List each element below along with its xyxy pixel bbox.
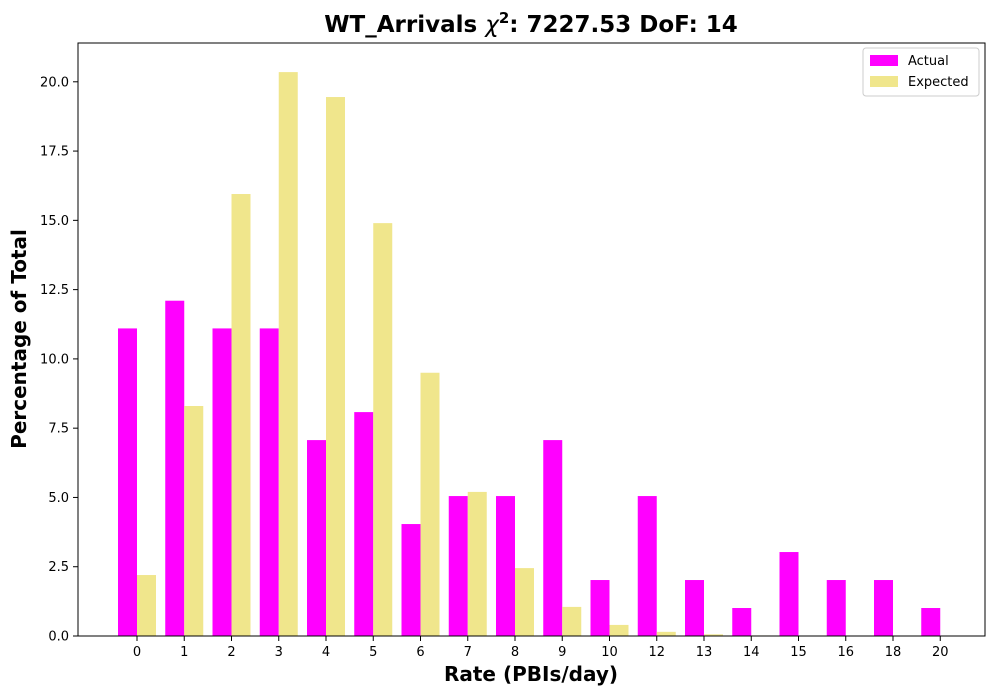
x-tick-label: 7 — [464, 645, 472, 660]
y-tick-label: 17.5 — [40, 145, 69, 160]
bar-actual-18 — [874, 580, 893, 636]
bar-expected-13 — [704, 634, 723, 636]
y-tick-label: 20.0 — [40, 75, 69, 90]
x-tick-label: 0 — [133, 645, 141, 660]
ticks-group: 0 1 2 3 4 5 6 7 8 9 10 12 13 14 15 16 18 200.02.55.07.510… — [40, 75, 948, 660]
y-tick-label: 7.5 — [48, 422, 69, 437]
bar-expected-4 — [326, 97, 345, 637]
bar-actual-4 — [307, 440, 326, 636]
x-axis-title: Rate (PBIs/day) — [444, 662, 618, 686]
x-tick-label: 5 — [369, 645, 377, 660]
x-tick-label: 16 — [837, 645, 854, 660]
bar-expected-10 — [609, 624, 629, 636]
bar-actual-5 — [354, 412, 374, 636]
bar-actual-2 — [212, 328, 232, 636]
x-tick-label: 20 — [932, 645, 949, 660]
legend-label-actual: Actual — [908, 54, 949, 69]
x-tick-label: 9 — [558, 645, 566, 660]
bar-expected-5 — [373, 223, 393, 636]
bar-expected-7 — [467, 491, 487, 636]
x-tick-label: 15 — [790, 645, 807, 660]
legend-swatch-actual — [870, 55, 898, 66]
bar-actual-1 — [165, 300, 185, 636]
bar-actual-15 — [779, 552, 799, 636]
bar-actual-6 — [401, 524, 421, 636]
bar-actual-7 — [448, 496, 468, 636]
bar-expected-2 — [231, 194, 251, 636]
y-tick-label: 0.0 — [48, 630, 69, 645]
bar-expected-3 — [278, 72, 298, 637]
x-tick-label: 13 — [696, 645, 713, 660]
y-tick-label: 2.5 — [48, 560, 69, 575]
x-tick-label: 3 — [275, 645, 283, 660]
bar-actual-20 — [921, 608, 941, 636]
x-tick-label: 2 — [227, 645, 235, 660]
chart-title: WT_Arrivals χ2: 7227.53 DoF: 14 — [324, 9, 738, 38]
bar-expected-1 — [184, 406, 204, 636]
y-tick-label: 15.0 — [40, 214, 69, 229]
bar-actual-13 — [685, 580, 704, 636]
x-tick-label: 1 — [180, 645, 188, 660]
bar-expected-0 — [137, 575, 156, 636]
x-tick-label: 14 — [743, 645, 760, 660]
x-tick-label: 8 — [511, 645, 519, 660]
bar-actual-8 — [496, 496, 515, 636]
bar-actual-10 — [590, 580, 610, 636]
y-axis-title: Percentage of Total — [7, 229, 31, 449]
bar-actual-12 — [637, 496, 657, 636]
y-tick-label: 5.0 — [48, 491, 69, 506]
bar-expected-6 — [420, 372, 440, 636]
legend-label-expected: Expected — [908, 75, 969, 90]
x-tick-label: 4 — [322, 645, 330, 660]
y-tick-label: 12.5 — [40, 283, 69, 298]
bar-actual-16 — [826, 580, 846, 636]
bar-expected-8 — [515, 568, 534, 636]
x-tick-label: 6 — [416, 645, 424, 660]
legend: Actual Expected — [862, 47, 980, 97]
y-tick-label: 10.0 — [40, 352, 69, 367]
x-tick-label: 12 — [648, 645, 665, 660]
plot-frame — [77, 42, 986, 637]
bar-expected-12 — [656, 631, 676, 636]
x-tick-label: 10 — [601, 645, 618, 660]
bar-actual-3 — [259, 328, 279, 636]
bar-actual-0 — [118, 328, 137, 636]
x-tick-label: 18 — [885, 645, 902, 660]
legend-swatch-expected — [870, 76, 898, 87]
bars-group — [118, 72, 941, 637]
bar-expected-9 — [562, 606, 582, 636]
bar-actual-14 — [732, 608, 752, 636]
bar-actual-9 — [543, 440, 563, 636]
